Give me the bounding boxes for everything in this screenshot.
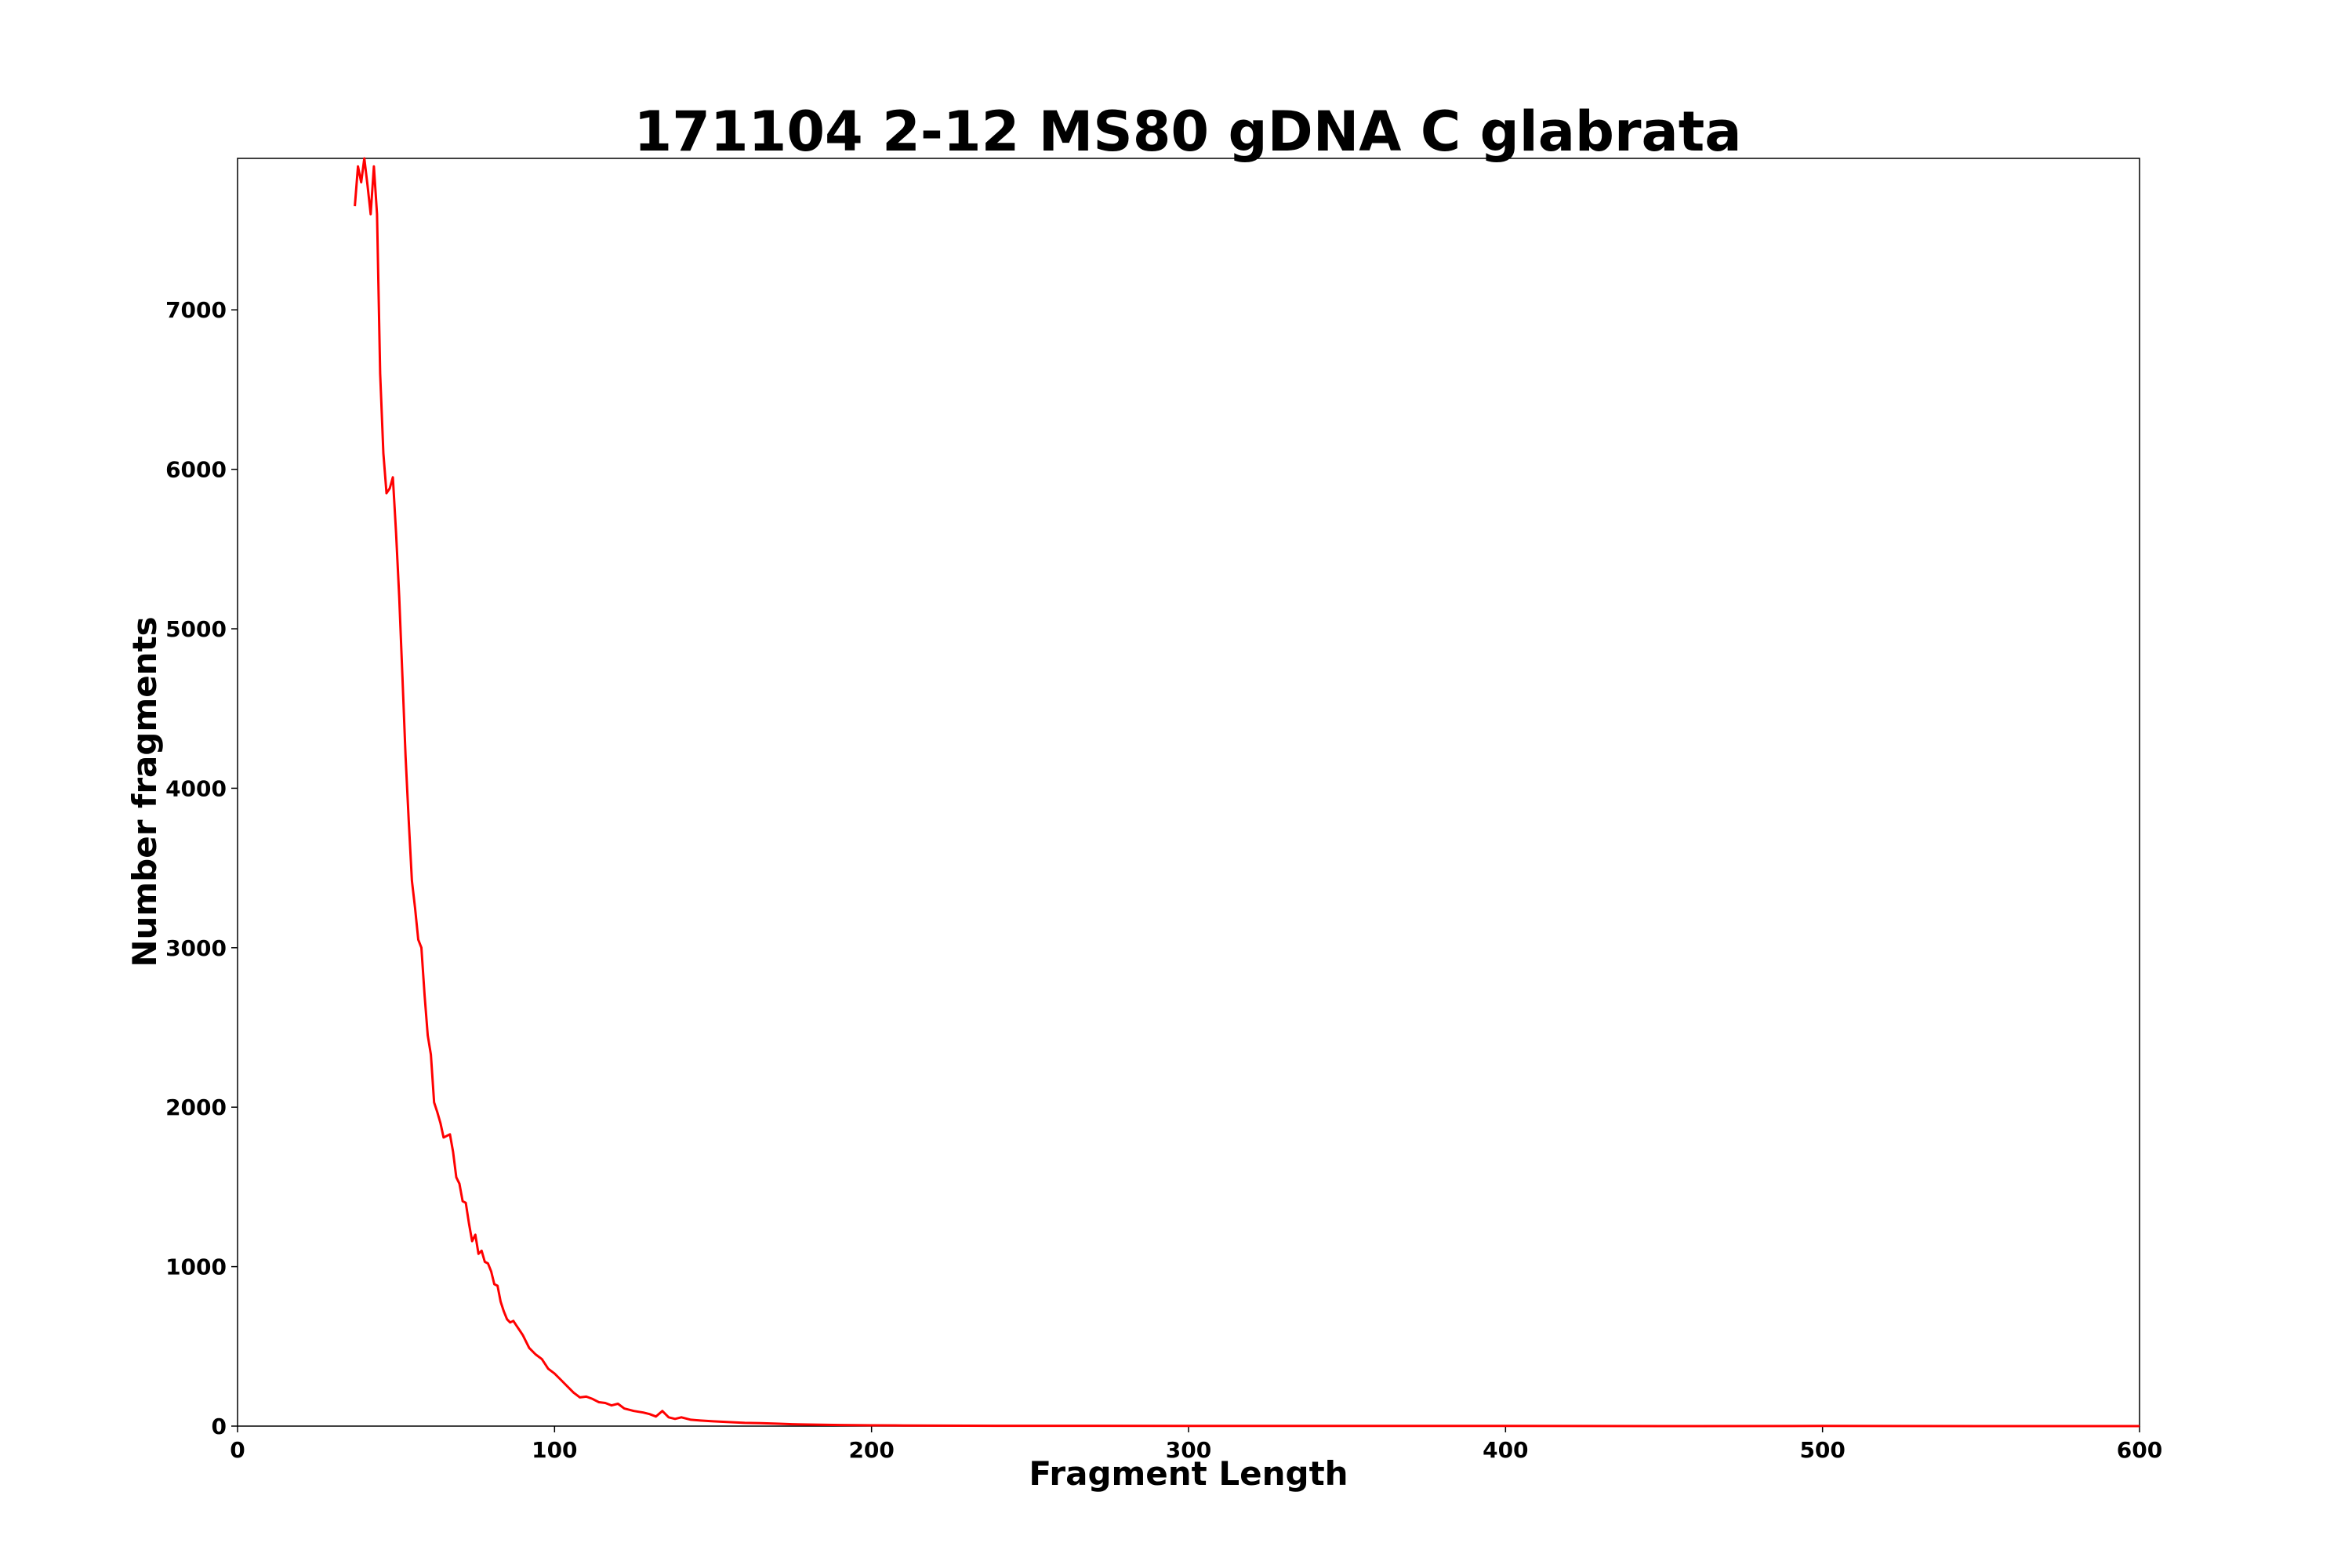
- y-tick-label: 3000: [165, 935, 227, 961]
- y-axis: 0 1000 2000 3000 4000 5000 6000 7000: [165, 297, 238, 1439]
- x-tick-label: 500: [1799, 1437, 1845, 1463]
- plot-frame: [237, 158, 2140, 1427]
- y-axis-label: Number fragments: [125, 616, 164, 967]
- x-tick-label: 400: [1483, 1437, 1528, 1463]
- series-line: [354, 157, 2140, 1428]
- y-tick-label: 4000: [165, 775, 227, 801]
- y-tick-label: 0: [212, 1414, 227, 1439]
- x-tick-label: 100: [532, 1437, 577, 1463]
- x-tick-label: 300: [1166, 1437, 1211, 1463]
- chart-title: 171104 2-12 MS80 gDNA C glabrata: [634, 100, 1742, 164]
- x-tick-label: 200: [848, 1437, 894, 1463]
- x-axis-label: Fragment Length: [1029, 1454, 1348, 1493]
- y-tick-label: 1000: [165, 1254, 227, 1280]
- y-tick-label: 2000: [165, 1094, 227, 1120]
- y-tick-label: 6000: [165, 457, 227, 483]
- x-tick-label: 0: [230, 1437, 245, 1463]
- y-tick-label: 5000: [165, 616, 227, 642]
- x-axis: 0 100 200 300 400 500 600: [230, 1426, 2162, 1463]
- y-tick-label: 7000: [165, 297, 227, 323]
- x-tick-label: 600: [2117, 1437, 2162, 1463]
